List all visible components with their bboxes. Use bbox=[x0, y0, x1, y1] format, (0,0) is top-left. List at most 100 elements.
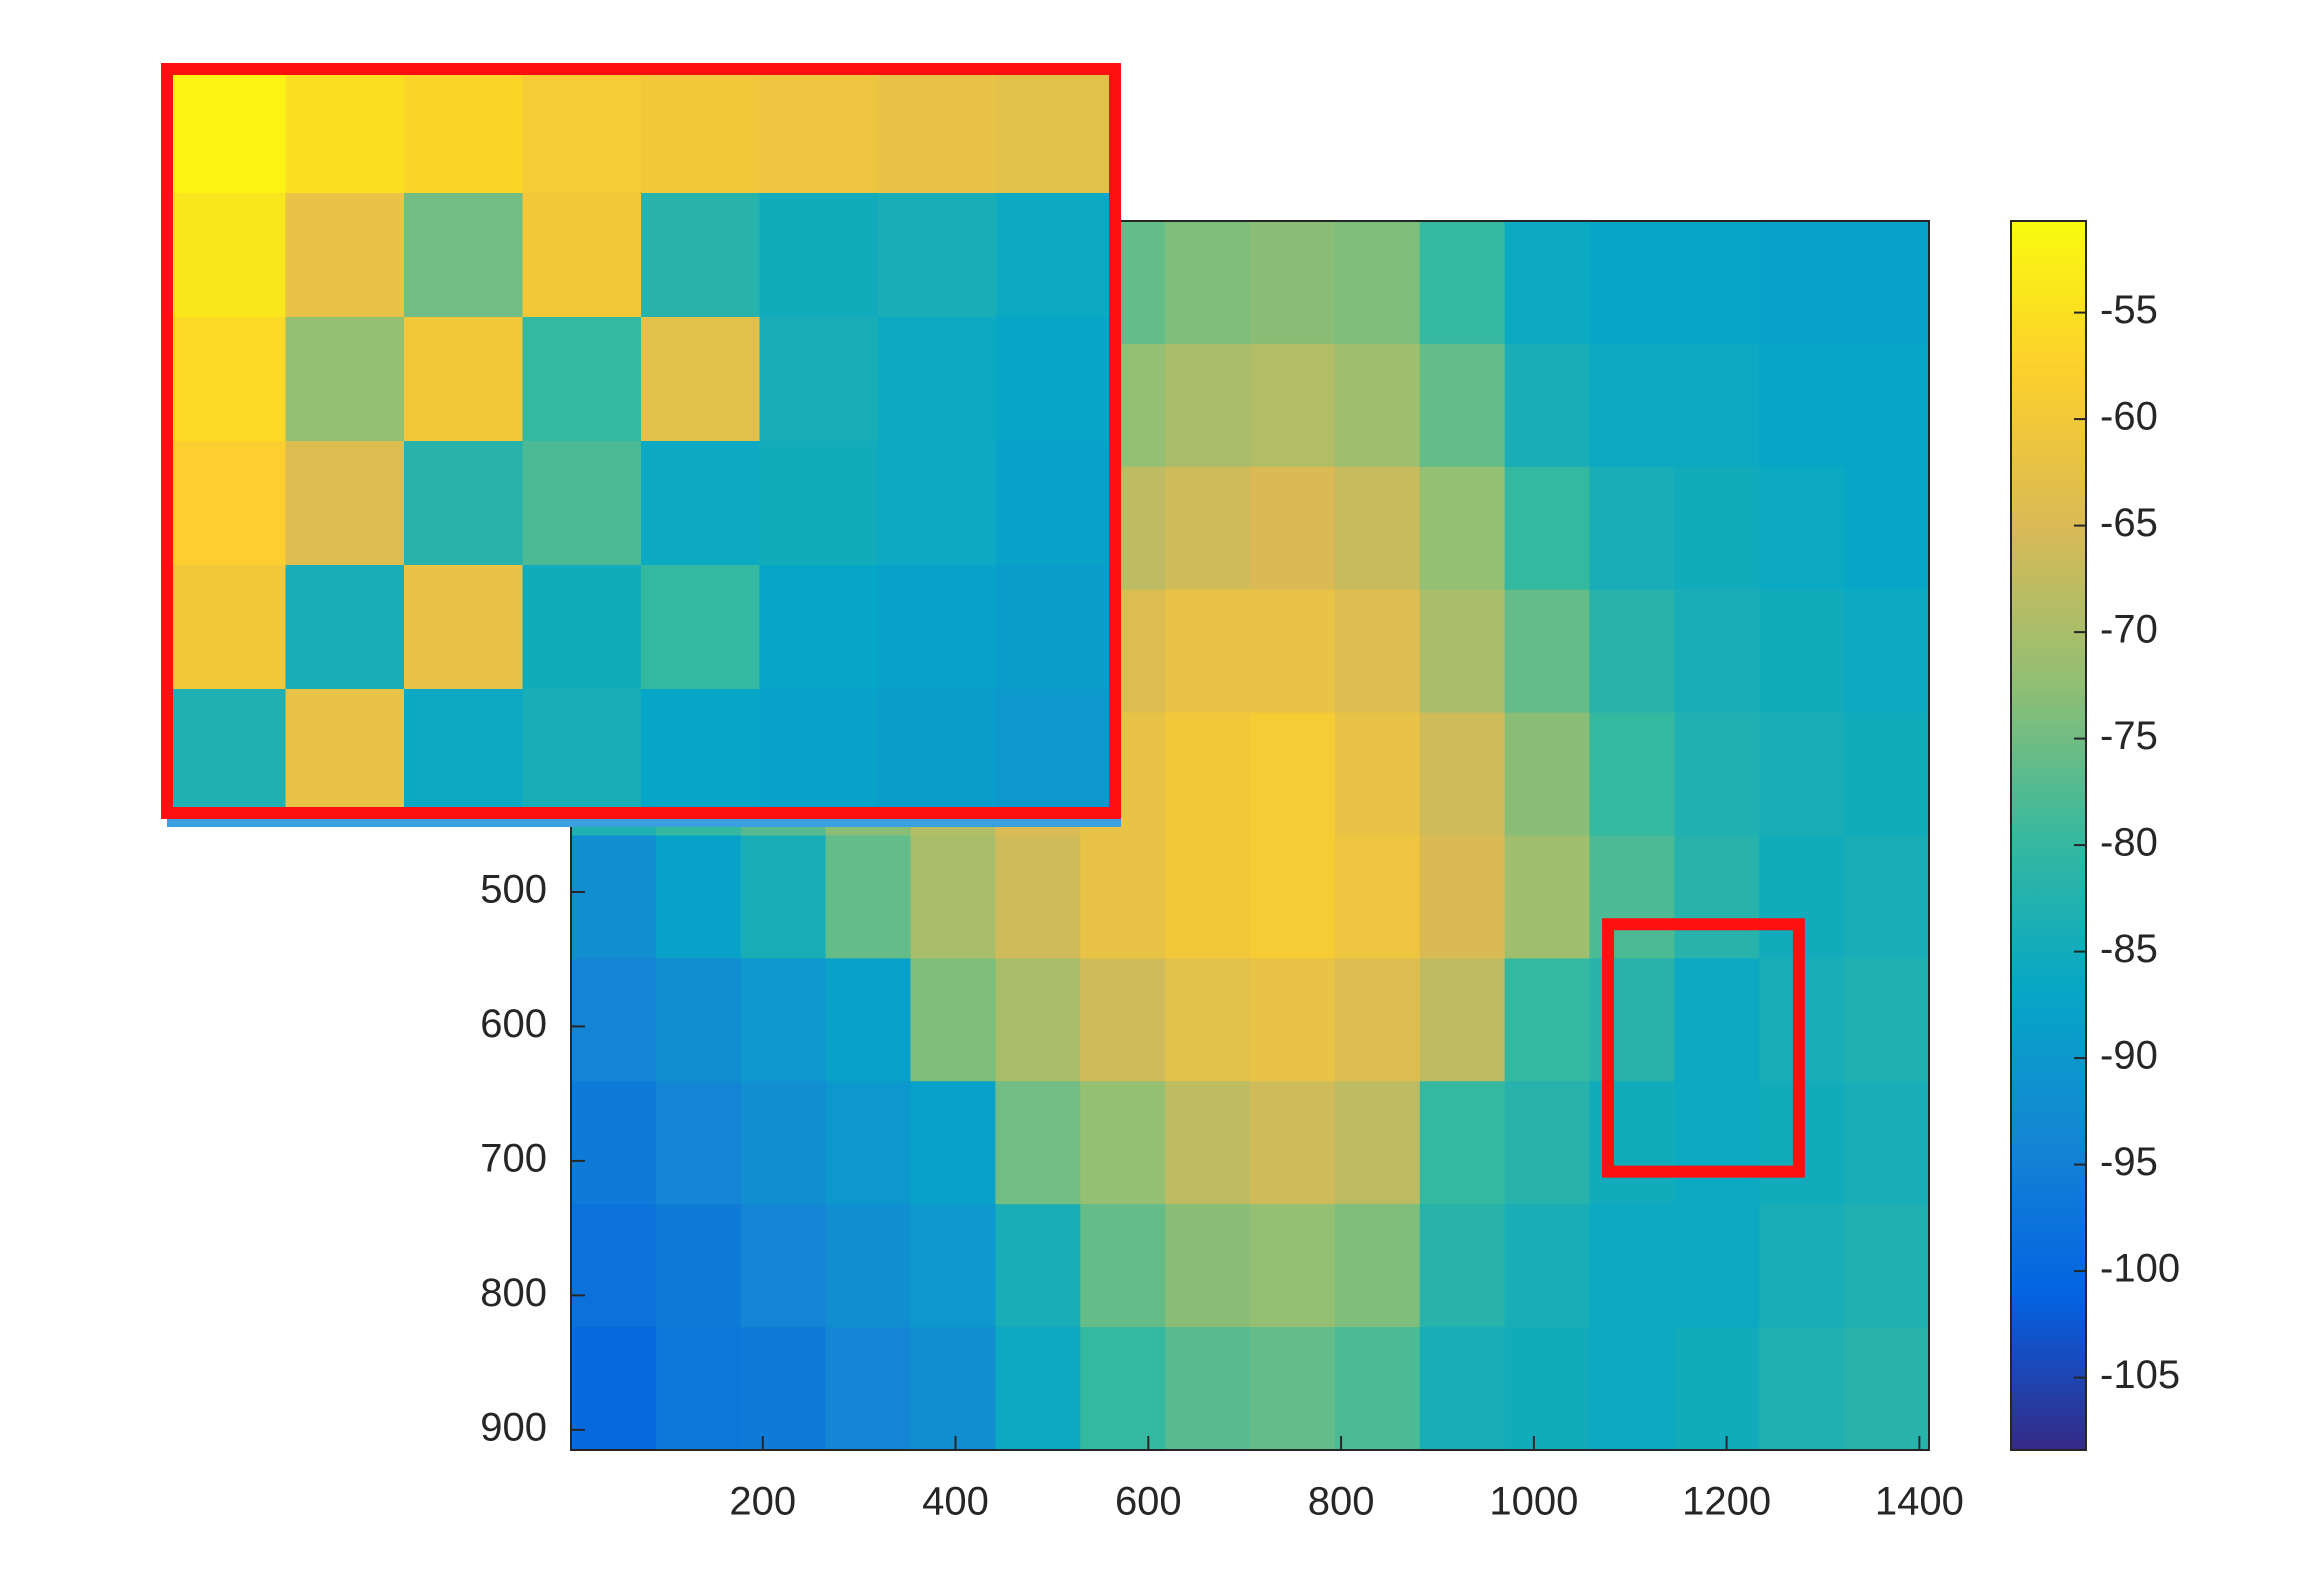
heat-cell bbox=[1844, 958, 1929, 1082]
heat-cell bbox=[522, 565, 642, 690]
heat-cell bbox=[404, 565, 524, 690]
heat-cell bbox=[995, 835, 1081, 959]
heat-cell bbox=[996, 565, 1116, 690]
heat-cell bbox=[1589, 221, 1675, 345]
heat-cell bbox=[522, 689, 642, 814]
heat-cell bbox=[1844, 221, 1929, 345]
heat-cell bbox=[759, 193, 879, 318]
heat-cell bbox=[995, 1327, 1081, 1450]
heat-cell bbox=[404, 689, 524, 814]
heat-cell bbox=[1080, 1327, 1166, 1450]
heat-cell bbox=[1759, 343, 1845, 468]
heat-cell bbox=[1334, 343, 1421, 468]
heat-cell bbox=[759, 689, 879, 814]
heat-cell bbox=[740, 958, 827, 1082]
heat-cell bbox=[167, 69, 287, 194]
heat-cell bbox=[910, 1327, 996, 1450]
heat-cell bbox=[825, 1081, 912, 1205]
heat-cell bbox=[404, 317, 524, 442]
colorbar-tick-label: -85 bbox=[2100, 927, 2158, 971]
colorbar-tick-label: -100 bbox=[2100, 1247, 2180, 1291]
heat-cell bbox=[1759, 1204, 1845, 1328]
heat-cell bbox=[1504, 835, 1591, 959]
heat-cell bbox=[878, 317, 998, 442]
heat-cell bbox=[167, 193, 287, 318]
heat-cell bbox=[825, 1204, 912, 1328]
heat-cell bbox=[1165, 712, 1251, 837]
heat-cell bbox=[1504, 1204, 1591, 1328]
heat-cell bbox=[655, 1327, 742, 1450]
colorbar: -55 -60 -65 -70 -75 -80 -85 -90 -95 -100 -105 bbox=[2010, 220, 2180, 1451]
heat-cell bbox=[759, 441, 879, 566]
heat-cell bbox=[1250, 1204, 1336, 1328]
heat-cell bbox=[1844, 466, 1929, 591]
heat-cell bbox=[1419, 343, 1506, 468]
heat-cell bbox=[1589, 589, 1675, 714]
heat-cell bbox=[740, 1327, 827, 1450]
heat-cell bbox=[1674, 343, 1760, 468]
heat-cell bbox=[404, 193, 524, 318]
heat-cell bbox=[1674, 835, 1760, 959]
heat-cell bbox=[655, 1081, 742, 1205]
colorbar-tick-label: -55 bbox=[2100, 288, 2158, 332]
heat-cell bbox=[1589, 466, 1675, 591]
heat-cell bbox=[759, 69, 879, 194]
heat-cell bbox=[1165, 466, 1251, 591]
heat-cell bbox=[1844, 343, 1929, 468]
heat-cell bbox=[1250, 835, 1336, 959]
heat-cell bbox=[878, 441, 998, 566]
colorbar-tick-label: -105 bbox=[2100, 1353, 2180, 1397]
heat-cell bbox=[759, 317, 879, 442]
heat-cell bbox=[996, 689, 1116, 814]
heat-cell bbox=[1844, 712, 1929, 837]
heat-cell bbox=[1759, 589, 1845, 714]
heat-cell bbox=[1334, 221, 1421, 345]
heat-cell bbox=[655, 958, 742, 1082]
heat-cell bbox=[1674, 1327, 1760, 1450]
heat-cell bbox=[995, 1204, 1081, 1328]
y-tick-label: 700 bbox=[480, 1136, 547, 1180]
heat-cell bbox=[740, 1081, 827, 1205]
heat-cell bbox=[1165, 1204, 1251, 1328]
heat-cell bbox=[641, 441, 761, 566]
heat-cell bbox=[571, 835, 657, 959]
heat-cell bbox=[1674, 466, 1760, 591]
heat-cell bbox=[1674, 589, 1760, 714]
heat-cell bbox=[1165, 221, 1251, 345]
heat-cell bbox=[1844, 835, 1929, 959]
heat-cell bbox=[996, 317, 1116, 442]
heat-cell bbox=[404, 441, 524, 566]
x-tick-label: 1000 bbox=[1489, 1480, 1578, 1524]
heat-cell bbox=[1165, 343, 1251, 468]
heat-cell bbox=[1844, 1204, 1929, 1328]
heat-cell bbox=[1504, 589, 1591, 714]
heat-cell bbox=[1419, 1204, 1506, 1328]
x-tick-label: 1400 bbox=[1875, 1480, 1964, 1524]
heat-cell bbox=[1844, 1327, 1929, 1450]
heat-cell bbox=[1334, 712, 1421, 837]
heat-cell bbox=[655, 835, 742, 959]
colorbar-scale bbox=[2010, 220, 2087, 1451]
heat-cell bbox=[285, 565, 405, 690]
heat-cell bbox=[1250, 343, 1336, 468]
heat-cell bbox=[1250, 466, 1336, 591]
y-tick-label: 800 bbox=[480, 1271, 547, 1315]
y-tick-label: 900 bbox=[480, 1405, 547, 1449]
x-tick-label: 400 bbox=[922, 1480, 989, 1524]
heat-cell bbox=[571, 1327, 657, 1450]
heat-cell bbox=[1589, 712, 1675, 837]
heat-cell bbox=[285, 317, 405, 442]
heat-cell bbox=[1334, 958, 1421, 1082]
heat-cell bbox=[878, 689, 998, 814]
heat-cell bbox=[910, 1204, 996, 1328]
heat-cell bbox=[1674, 1204, 1760, 1328]
heat-cell bbox=[1504, 343, 1591, 468]
heat-cell bbox=[996, 193, 1116, 318]
heat-cell bbox=[655, 1204, 742, 1328]
heat-cell bbox=[1674, 958, 1760, 1082]
heat-cell bbox=[910, 1081, 996, 1205]
heat-cell bbox=[1504, 1327, 1591, 1450]
colorbar-tick-label: -90 bbox=[2100, 1034, 2158, 1078]
x-tick-label: 1200 bbox=[1682, 1480, 1771, 1524]
heat-cell bbox=[641, 193, 761, 318]
